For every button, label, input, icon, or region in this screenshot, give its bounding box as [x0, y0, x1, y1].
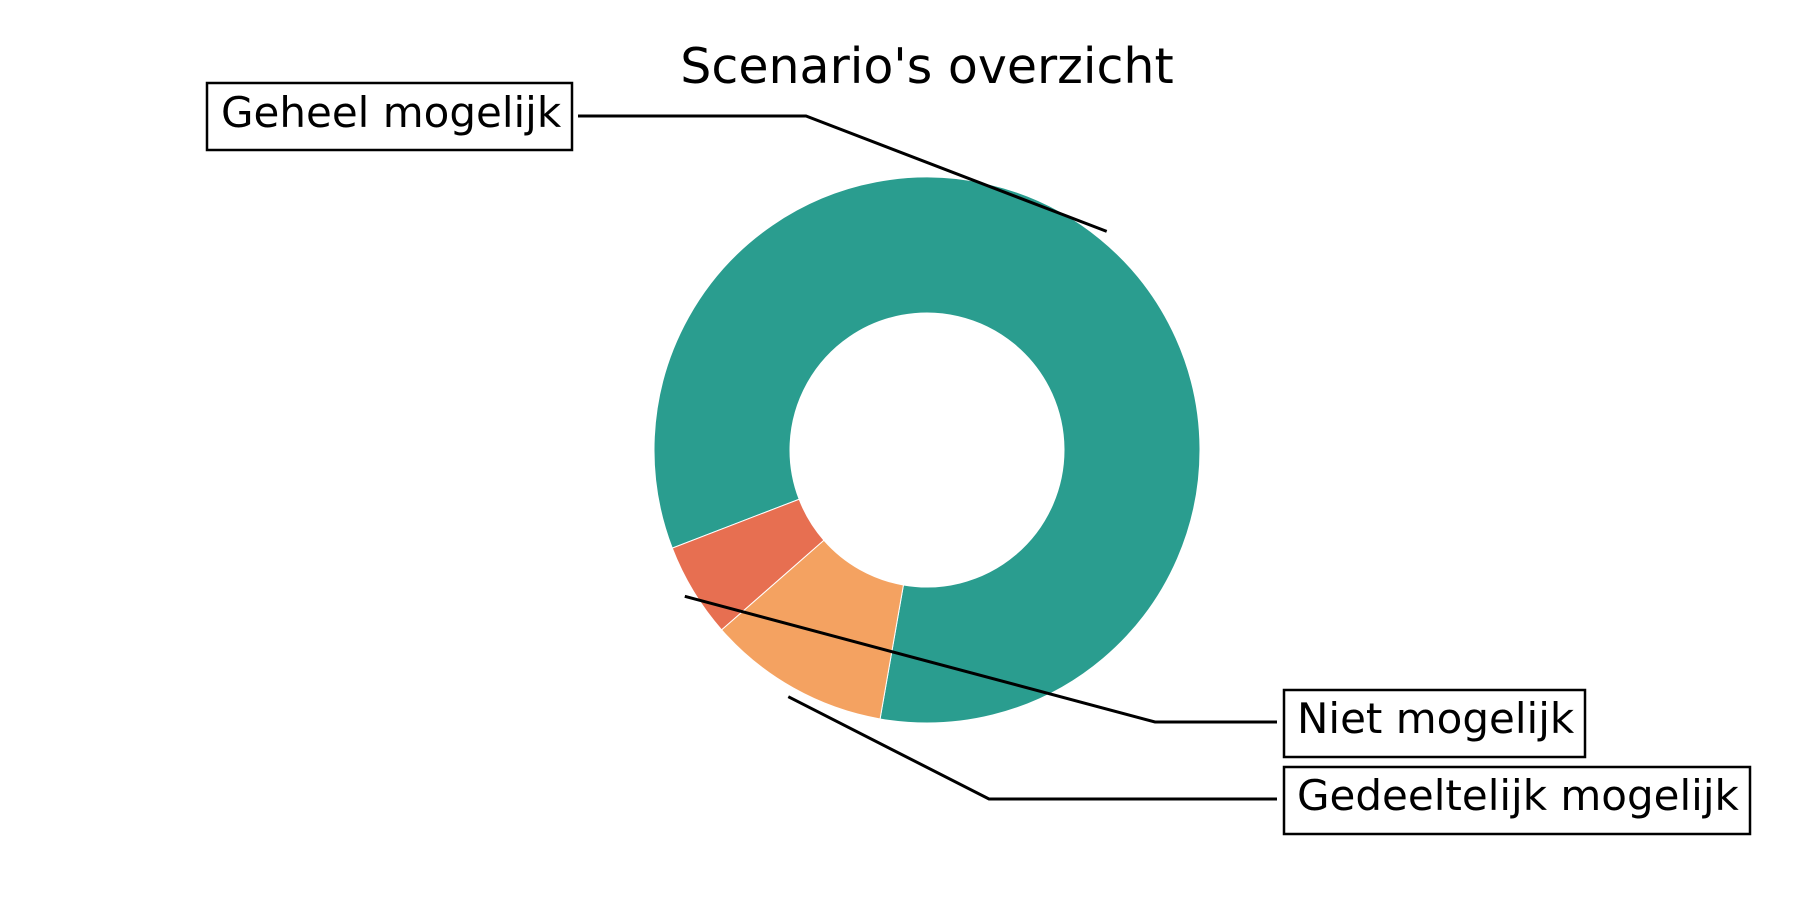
donut-slices [653, 176, 1201, 724]
chart-title: Scenario's overzicht [680, 38, 1173, 95]
leader-line-geheel-mogelijk [578, 114, 1108, 233]
leader-line-gedeeltelijk-mogelijk [787, 695, 1277, 801]
leader-line-niet-mogelijk [684, 594, 1277, 724]
slice-label-gedeeltelijk-mogelijk: Gedeeltelijk mogelijk [1297, 771, 1739, 820]
slice-label-geheel-mogelijk: Geheel mogelijk [221, 88, 562, 137]
label-box-niet-mogelijk [1282, 688, 1587, 759]
label-box-gedeeltelijk-mogelijk [1282, 765, 1752, 836]
label-box-geheel-mogelijk [205, 81, 574, 152]
slice-label-niet-mogelijk: Niet mogelijk [1297, 694, 1575, 743]
slice-geheel-mogelijk [653, 176, 1201, 724]
slice-callouts: Geheel mogelijk Niet mogelijk Gedeeltelijk… [205, 81, 1752, 836]
